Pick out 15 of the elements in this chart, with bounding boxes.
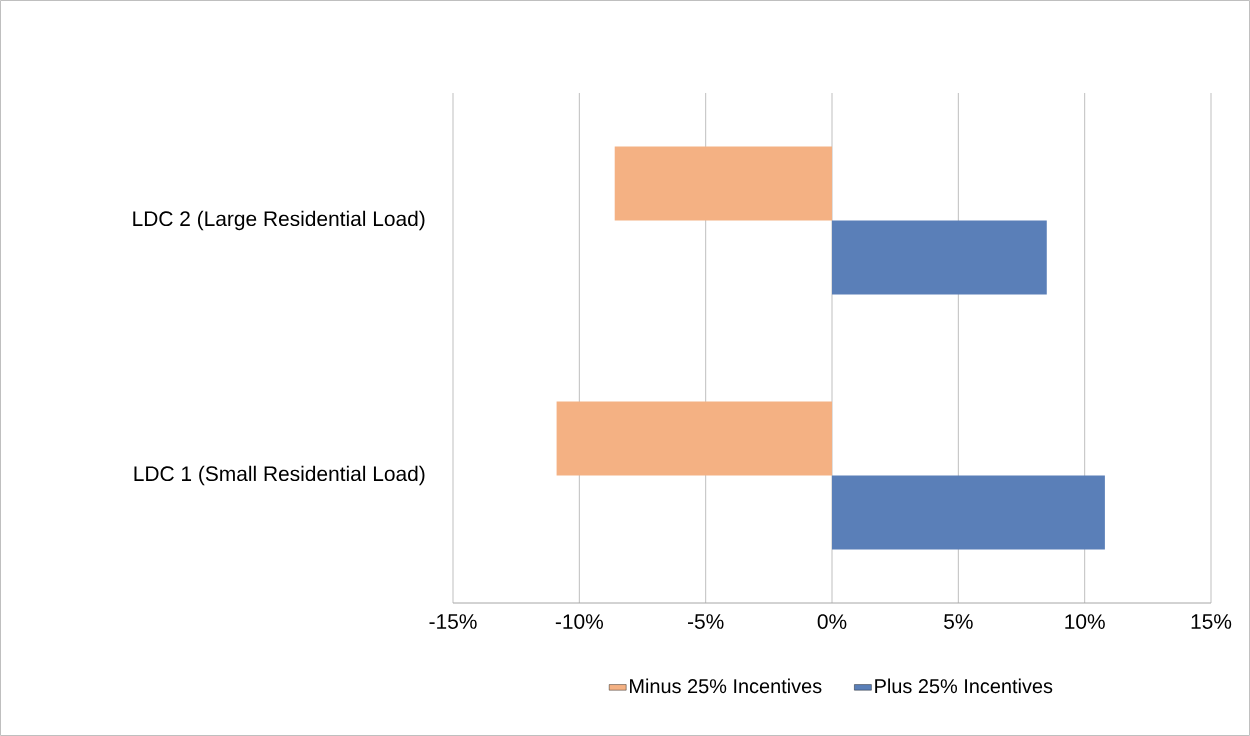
bar [614,146,832,221]
x-tick-label: -5% [687,614,724,629]
x-tick-label: 15% [1191,614,1232,629]
x-tick-label: 0% [817,614,847,629]
x-tick-label: 10% [1065,614,1105,629]
legend-label: Minus 25% Incentives [630,678,822,694]
bar [556,401,832,476]
x-tick-label: 5% [944,614,973,629]
bar [832,220,1047,295]
bar [832,475,1105,550]
legend-label: Plus 25% Incentives [875,678,1053,694]
x-tick-label: -10% [555,614,604,629]
y-tick-label: LDC 2 (Large Residential Load) [133,210,425,231]
x-tick-label: -15% [429,614,477,629]
y-tick-label: LDC 1 (Small Residential Load) [134,465,425,486]
